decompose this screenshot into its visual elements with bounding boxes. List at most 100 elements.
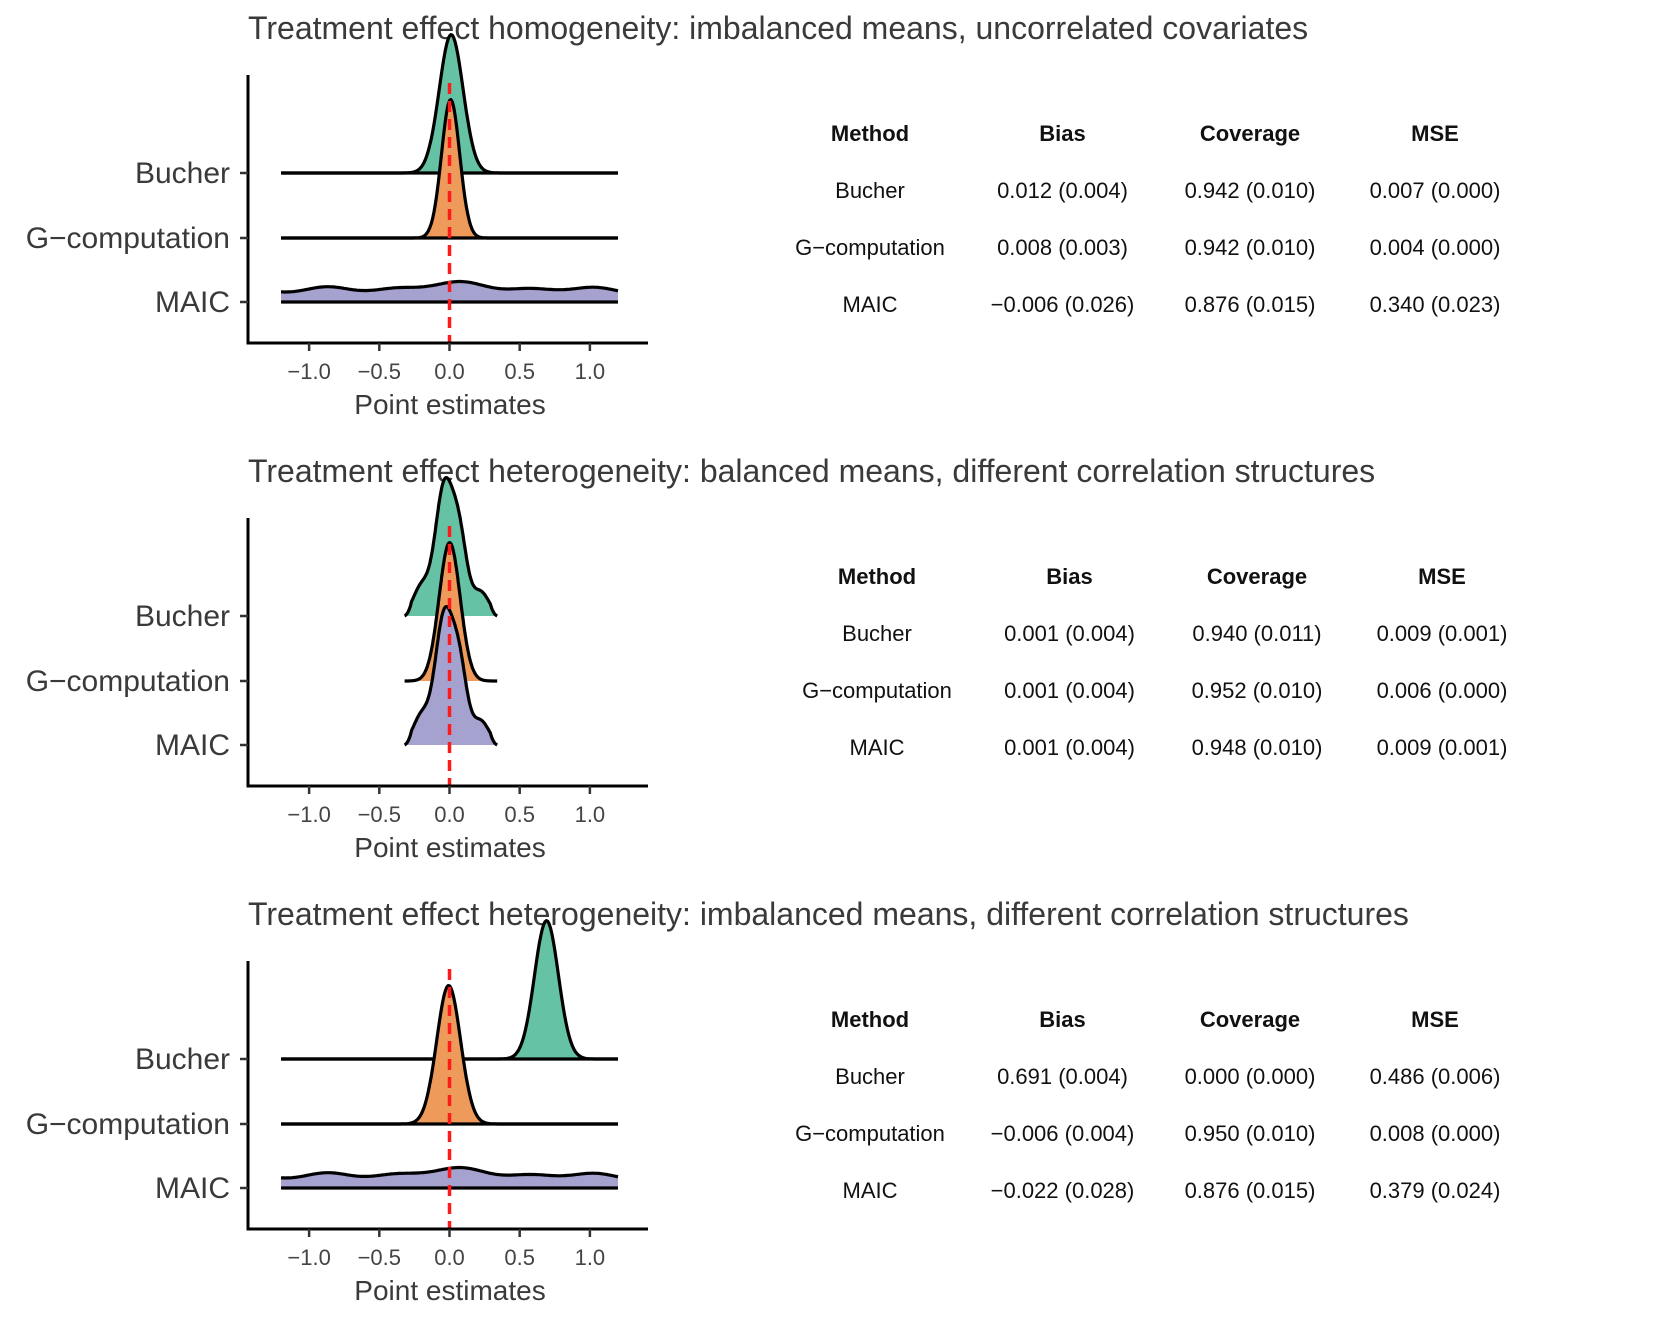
- ridgeline-plot: Bucher G−computation MAIC −1.0 −0.5 0.0 0.5 1.0…: [26, 919, 648, 1306]
- cell-mse: 0.008 (0.000): [1369, 1120, 1501, 1146]
- table-header-row: Method Bias Coverage MSE: [775, 991, 1530, 1048]
- table-row: MAIC −0.006 (0.026) 0.876 (0.015) 0.340 …: [775, 276, 1530, 333]
- table-row: G−computation −0.006 (0.004) 0.950 (0.01…: [775, 1105, 1530, 1162]
- table-header-row: Method Bias Coverage MSE: [775, 105, 1530, 162]
- cell-coverage: 0.952 (0.010): [1191, 677, 1323, 703]
- cell-method: G−computation: [795, 234, 945, 260]
- cell-method: Bucher: [835, 177, 905, 203]
- header-method: Method: [837, 563, 917, 589]
- y-tick-label: Bucher: [135, 1043, 230, 1076]
- panel-1: Treatment effect homogeneity: imbalanced…: [0, 0, 1661, 440]
- cell-coverage: 0.950 (0.010): [1184, 1120, 1316, 1146]
- cell-bias: 0.001 (0.004): [1004, 677, 1135, 703]
- panel-3: Treatment effect heterogeneity: imbalanc…: [0, 886, 1661, 1326]
- table-header-row: Method Bias Coverage MSE: [782, 548, 1537, 605]
- panel-title: Treatment effect heterogeneity: imbalanc…: [248, 896, 1409, 932]
- cell-bias: −0.022 (0.028): [990, 1177, 1135, 1203]
- x-tick-label: −1.0: [287, 802, 330, 827]
- cell-method: Bucher: [835, 1063, 905, 1089]
- ridge-fill-1: [281, 920, 618, 1059]
- cell-coverage: 0.000 (0.000): [1184, 1063, 1316, 1089]
- cell-method: G−computation: [802, 677, 952, 703]
- cell-mse: 0.007 (0.000): [1369, 177, 1501, 203]
- panel-title: Treatment effect homogeneity: imbalanced…: [248, 10, 1309, 46]
- table-row: G−computation 0.001 (0.004) 0.952 (0.010…: [782, 662, 1537, 719]
- x-tick-label: −1.0: [287, 359, 330, 384]
- x-tick-label: −0.5: [358, 359, 401, 384]
- cell-bias: 0.691 (0.004): [997, 1063, 1128, 1089]
- cell-coverage: 0.942 (0.010): [1184, 234, 1316, 260]
- stats-table: Method Bias Coverage MSE Bucher 0.691 (0…: [775, 991, 1530, 1219]
- header-mse: MSE: [1411, 120, 1459, 146]
- table-row: MAIC −0.022 (0.028) 0.876 (0.015) 0.379 …: [775, 1162, 1530, 1219]
- header-coverage: Coverage: [1199, 1006, 1301, 1032]
- cell-method: G−computation: [795, 1120, 945, 1146]
- x-tick-label: 0.0: [434, 1245, 465, 1270]
- ridgeline-plot: Bucher G−computation MAIC −1.0 −0.5 0.0 0.5 1.0…: [26, 33, 648, 420]
- stats-table: Method Bias Coverage MSE Bucher 0.001 (0…: [782, 548, 1537, 776]
- x-tick-label: 1.0: [575, 802, 606, 827]
- table-row: MAIC 0.001 (0.004) 0.948 (0.010) 0.009 (…: [782, 719, 1537, 776]
- ridge-line-3: [403, 605, 499, 747]
- table-row: G−computation 0.008 (0.003) 0.942 (0.010…: [775, 219, 1530, 276]
- cell-mse: 0.009 (0.001): [1376, 734, 1508, 760]
- x-tick-label: 1.0: [575, 1245, 606, 1270]
- ridge-fill-2: [281, 985, 618, 1124]
- header-bias: Bias: [1039, 120, 1086, 146]
- cell-mse: 0.340 (0.023): [1369, 291, 1501, 317]
- cell-mse: 0.004 (0.000): [1369, 234, 1501, 260]
- cell-coverage: 0.876 (0.015): [1184, 1177, 1316, 1203]
- x-axis-label: Point estimates: [354, 389, 545, 420]
- header-bias: Bias: [1039, 1006, 1086, 1032]
- x-tick-label: 0.5: [504, 1245, 535, 1270]
- cell-method: MAIC: [849, 734, 905, 760]
- panel-2: Treatment effect heterogeneity: balanced…: [0, 443, 1661, 883]
- table-row: Bucher 0.012 (0.004) 0.942 (0.010) 0.007…: [775, 162, 1530, 219]
- x-tick-label: 0.0: [434, 359, 465, 384]
- header-method: Method: [830, 120, 910, 146]
- y-tick-label: MAIC: [155, 1172, 230, 1205]
- ridge-fill-2: [281, 99, 618, 238]
- y-tick-label: G−computation: [26, 665, 230, 698]
- cell-bias: 0.001 (0.004): [1004, 734, 1135, 760]
- cell-coverage: 0.940 (0.011): [1192, 620, 1322, 646]
- header-coverage: Coverage: [1199, 120, 1301, 146]
- table-row: Bucher 0.001 (0.004) 0.940 (0.011) 0.009…: [782, 605, 1537, 662]
- cell-method: MAIC: [842, 1177, 898, 1203]
- header-mse: MSE: [1411, 1006, 1459, 1032]
- x-axis-label: Point estimates: [354, 832, 545, 863]
- x-tick-label: 1.0: [575, 359, 606, 384]
- cell-mse: 0.486 (0.006): [1369, 1063, 1501, 1089]
- ridge-line-2: [403, 541, 499, 683]
- cell-coverage: 0.948 (0.010): [1191, 734, 1323, 760]
- cell-mse: 0.379 (0.024): [1369, 1177, 1501, 1203]
- cell-method: Bucher: [842, 620, 912, 646]
- x-axis-label: Point estimates: [354, 1275, 545, 1306]
- cell-bias: 0.008 (0.003): [997, 234, 1128, 260]
- y-tick-label: G−computation: [26, 1108, 230, 1141]
- header-method: Method: [830, 1006, 910, 1032]
- ridgeline-plot: Bucher G−computation MAIC −1.0 −0.5 0.0 0.5 1.0…: [26, 476, 648, 863]
- cell-method: MAIC: [842, 291, 898, 317]
- x-tick-label: −0.5: [358, 802, 401, 827]
- y-tick-label: MAIC: [155, 286, 230, 319]
- cell-mse: 0.006 (0.000): [1376, 677, 1508, 703]
- header-bias: Bias: [1046, 563, 1093, 589]
- y-tick-label: G−computation: [26, 222, 230, 255]
- cell-bias: 0.012 (0.004): [997, 177, 1128, 203]
- cell-bias: −0.006 (0.004): [990, 1120, 1135, 1146]
- stats-table: Method Bias Coverage MSE Bucher 0.012 (0…: [775, 105, 1530, 333]
- ridge-line-1: [403, 476, 499, 618]
- x-tick-label: −0.5: [358, 1245, 401, 1270]
- header-coverage: Coverage: [1206, 563, 1308, 589]
- x-tick-label: 0.5: [504, 802, 535, 827]
- cell-coverage: 0.942 (0.010): [1184, 177, 1316, 203]
- y-tick-label: MAIC: [155, 729, 230, 762]
- x-tick-label: 0.0: [434, 802, 465, 827]
- y-tick-label: Bucher: [135, 157, 230, 190]
- table-row: Bucher 0.691 (0.004) 0.000 (0.000) 0.486…: [775, 1048, 1530, 1105]
- cell-coverage: 0.876 (0.015): [1184, 291, 1316, 317]
- y-tick-label: Bucher: [135, 600, 230, 633]
- cell-mse: 0.009 (0.001): [1376, 620, 1508, 646]
- x-tick-label: 0.5: [504, 359, 535, 384]
